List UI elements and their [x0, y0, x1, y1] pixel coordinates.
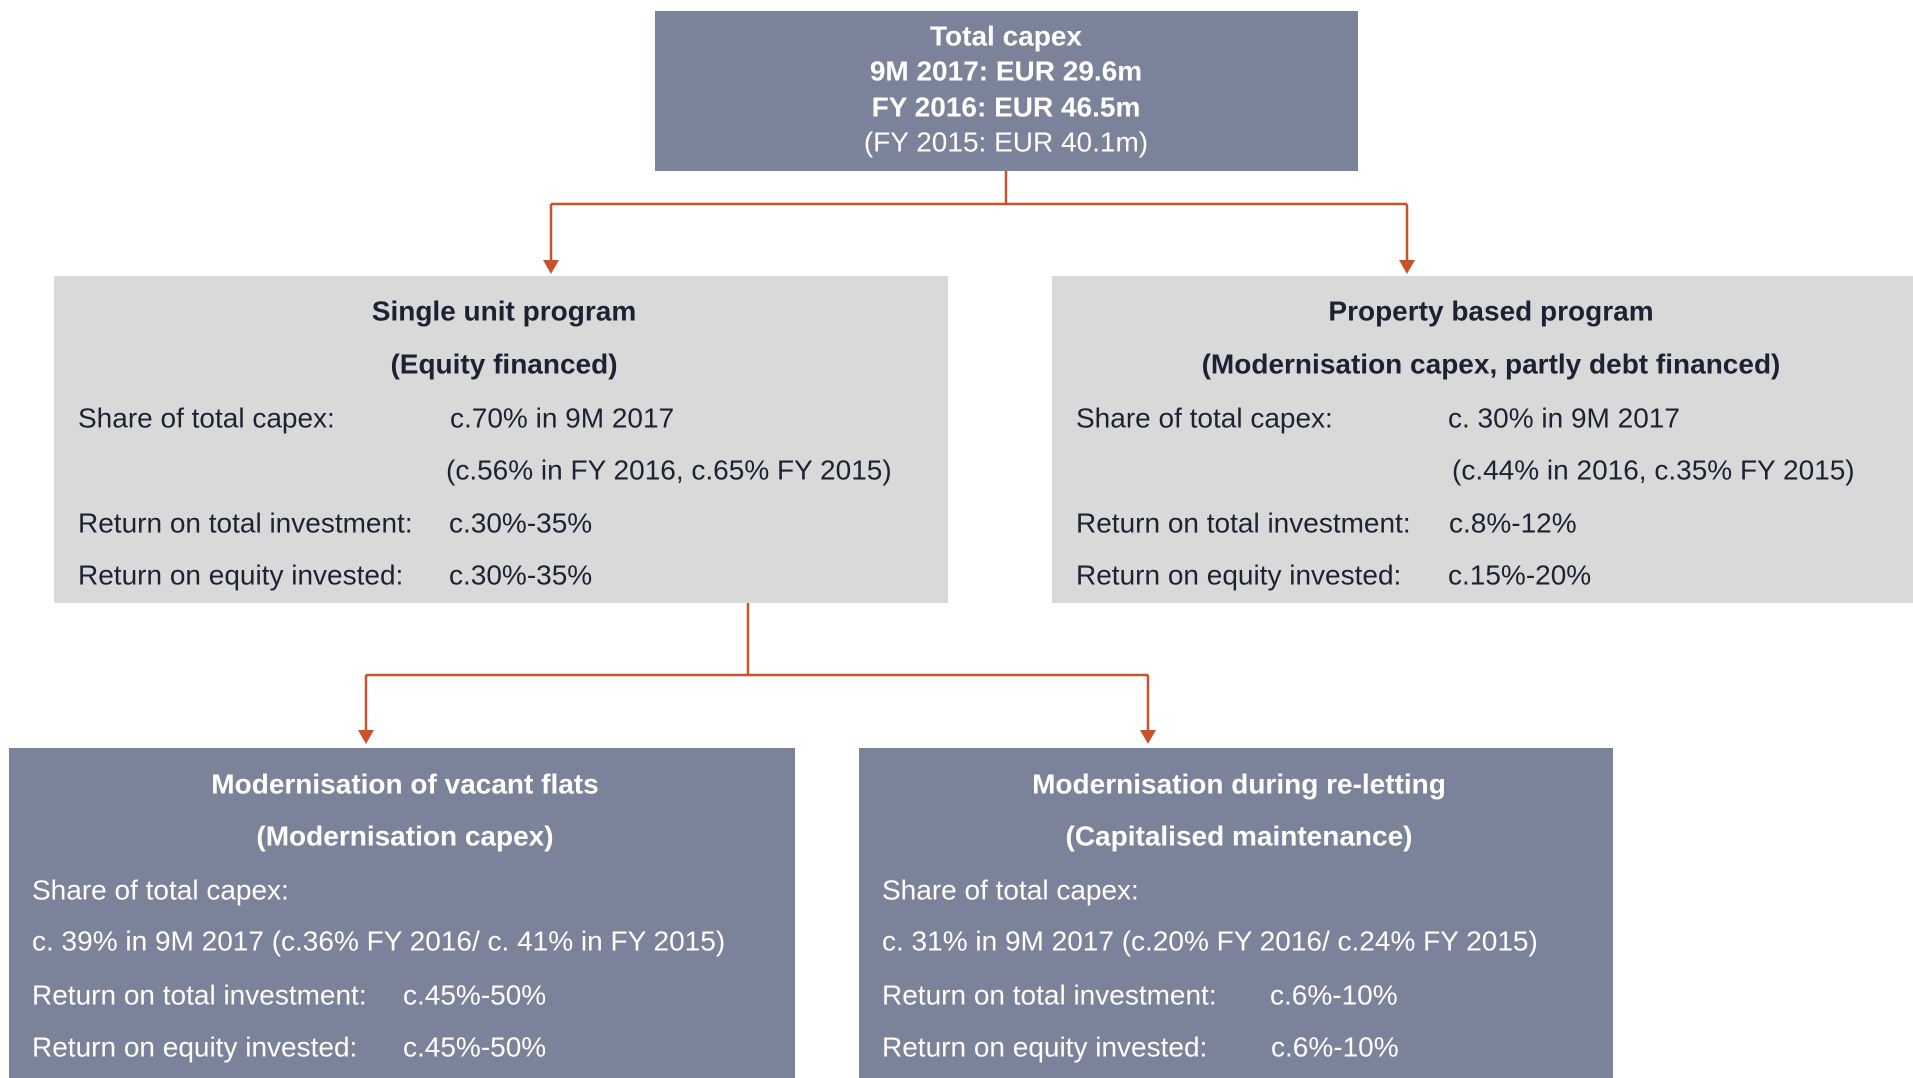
row-label: Return on equity invested:: [882, 1031, 1207, 1062]
row-value: c.6%-10%: [1270, 979, 1398, 1010]
node-title: Modernisation of vacant flats: [211, 768, 598, 799]
node-line: Total capex: [930, 20, 1082, 51]
row-label: Return on equity invested:: [78, 559, 403, 590]
node-box: [655, 11, 1358, 171]
row-value: c.45%-50%: [403, 979, 546, 1010]
node-title: Modernisation during re-letting: [1032, 768, 1446, 799]
row-value: c.6%-10%: [1271, 1031, 1399, 1062]
row-label: Return on total investment:: [32, 979, 367, 1010]
arrow: [1140, 730, 1156, 744]
row-label: Return on total investment:: [78, 507, 413, 538]
row-value: (c.44% in 2016, c.35% FY 2015): [1452, 454, 1855, 485]
row-value: c.30%-35%: [449, 507, 592, 538]
node-box: [859, 748, 1613, 1078]
node-subtitle: (Modernisation capex): [256, 820, 553, 851]
node-box: [1052, 276, 1913, 603]
row-value: c.8%-12%: [1449, 507, 1577, 538]
connector: [549, 171, 1409, 262]
row-value: c.30%-35%: [449, 559, 592, 590]
node-box: [9, 748, 795, 1078]
node-line: FY 2016: EUR 46.5m: [872, 91, 1141, 122]
node-title: Single unit program: [372, 295, 636, 326]
row-value: c.45%-50%: [403, 1031, 546, 1062]
arrow: [1399, 260, 1415, 274]
row-label: Share of total capex:: [1076, 402, 1333, 433]
arrow: [358, 730, 374, 744]
node-line: (FY 2015: EUR 40.1m): [864, 126, 1148, 157]
row-label: Share of total capex:: [882, 874, 1139, 905]
row-value: (c.56% in FY 2016, c.65% FY 2015): [446, 454, 892, 485]
node-subtitle: (Equity financed): [390, 348, 617, 379]
row-label: c. 31% in 9M 2017 (c.20% FY 2016/ c.24% …: [882, 925, 1538, 956]
node-line: 9M 2017: EUR 29.6m: [870, 55, 1142, 86]
row-label: Share of total capex:: [32, 874, 289, 905]
node-box: [54, 276, 948, 603]
row-label: Return on total investment:: [882, 979, 1217, 1010]
row-value: c. 30% in 9M 2017: [1448, 402, 1680, 433]
connector: [364, 603, 1150, 732]
node-subtitle: (Capitalised maintenance): [1066, 820, 1413, 851]
row-label: Return on equity invested:: [1076, 559, 1401, 590]
arrow: [543, 260, 559, 274]
row-value: c.70% in 9M 2017: [450, 402, 674, 433]
row-label: Return on equity invested:: [32, 1031, 357, 1062]
row-label: Return on total investment:: [1076, 507, 1411, 538]
row-label: Share of total capex:: [78, 402, 335, 433]
row-label: c. 39% in 9M 2017 (c.36% FY 2016/ c. 41%…: [32, 925, 725, 956]
row-value: c.15%-20%: [1448, 559, 1591, 590]
node-subtitle: (Modernisation capex, partly debt financ…: [1202, 348, 1781, 379]
node-title: Property based program: [1328, 295, 1653, 326]
